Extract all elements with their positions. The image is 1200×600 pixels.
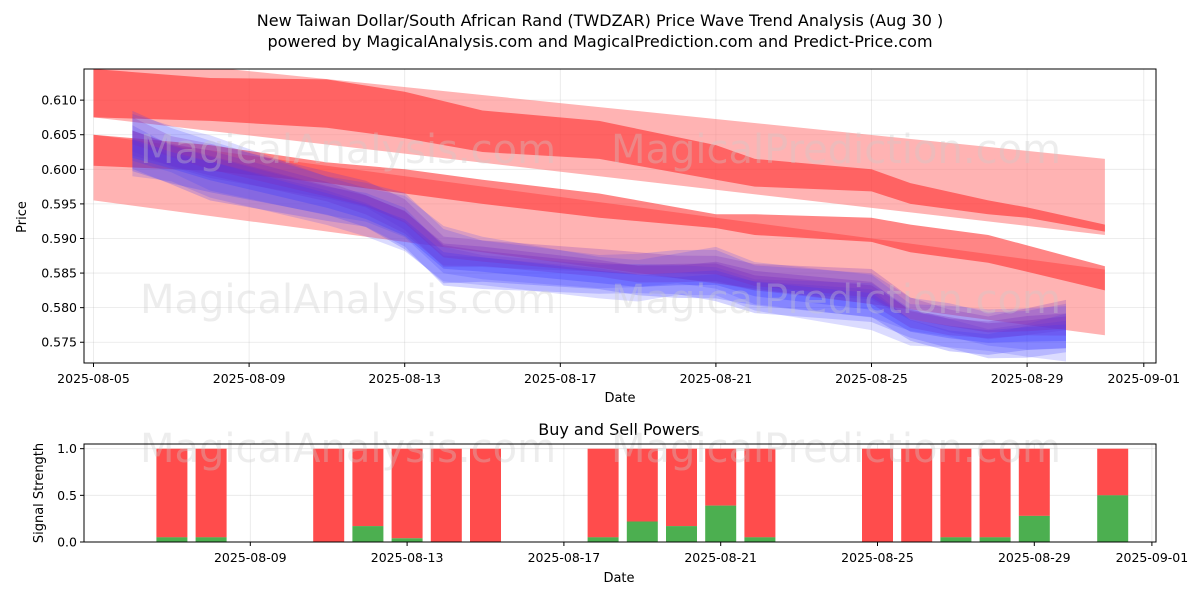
buy-power-bar bbox=[1018, 515, 1050, 542]
lower-trend-core bbox=[93, 134, 1105, 291]
price-wave-7 bbox=[132, 139, 1066, 343]
power-y-tick-label: 0.0 bbox=[57, 535, 77, 550]
power-plot-frame bbox=[83, 443, 1157, 543]
sell-power-bar bbox=[587, 448, 619, 538]
sell-power-bar bbox=[862, 448, 893, 542]
sell-power-bar bbox=[901, 448, 933, 542]
chart-title-line1: New Taiwan Dollar/South African Rand (TW… bbox=[257, 11, 943, 30]
price-x-tick-label: 2025-09-01 bbox=[1107, 371, 1180, 386]
watermark-analysis: MagicalAnalysis.com bbox=[140, 426, 556, 472]
power-chart-title: Buy and Sell Powers bbox=[538, 420, 700, 439]
power-bars bbox=[156, 448, 1129, 542]
buy-power-bar bbox=[156, 537, 188, 542]
power-x-tick-label: 2025-08-17 bbox=[528, 550, 601, 565]
price-y-tick-label: 0.575 bbox=[41, 335, 77, 350]
power-x-axis: 2025-08-09 2025-08-13 2025-08-17 2025-08-21… bbox=[214, 542, 1188, 565]
sell-power-bar bbox=[195, 448, 227, 538]
sell-power-bar bbox=[744, 448, 776, 538]
price-x-tick-label: 2025-08-05 bbox=[57, 371, 130, 386]
price-wave-2 bbox=[132, 110, 1066, 350]
sell-power-bar bbox=[1097, 448, 1129, 496]
upper-trend-core bbox=[93, 69, 1105, 232]
chart-title-line2: powered by MagicalAnalysis.com and Magic… bbox=[267, 32, 932, 51]
sell-power-bar bbox=[156, 448, 188, 538]
price-x-tick-label: 2025-08-09 bbox=[213, 371, 286, 386]
price-y-tick-label: 0.600 bbox=[41, 162, 77, 177]
sell-power-bar bbox=[666, 448, 697, 527]
watermark-prediction: MagicalPrediction.com bbox=[611, 277, 1061, 323]
watermark-prediction: MagicalPrediction.com bbox=[611, 426, 1061, 472]
price-wave-3 bbox=[132, 125, 1066, 359]
watermark-analysis: MagicalAnalysis.com bbox=[140, 127, 556, 173]
price-y-tick-label: 0.580 bbox=[41, 300, 77, 315]
buy-power-bar bbox=[744, 537, 776, 542]
buy-power-bar bbox=[705, 505, 737, 542]
price-x-tick-label: 2025-08-25 bbox=[835, 371, 908, 386]
price-x-tick-label: 2025-08-13 bbox=[368, 371, 441, 386]
sell-power-bar bbox=[391, 448, 423, 539]
price-x-label: Date bbox=[604, 391, 635, 406]
buy-power-bar bbox=[587, 537, 619, 542]
sell-power-bar bbox=[626, 448, 658, 522]
watermark-prediction: MagicalPrediction.com bbox=[611, 127, 1061, 173]
power-x-tick-label: 2025-08-25 bbox=[841, 550, 914, 565]
price-y-tick-label: 0.595 bbox=[41, 196, 77, 211]
price-wave-6 bbox=[132, 130, 1066, 339]
price-wave-1 bbox=[132, 114, 1066, 362]
sell-power-bar bbox=[705, 448, 737, 506]
power-x-tick-label: 2025-08-21 bbox=[684, 550, 757, 565]
price-plot-frame bbox=[83, 68, 1157, 364]
price-y-tick-label: 0.605 bbox=[41, 127, 77, 142]
buy-power-bar bbox=[391, 538, 423, 542]
price-x-tick-label: 2025-08-29 bbox=[991, 371, 1064, 386]
watermark-analysis: MagicalAnalysis.com bbox=[140, 277, 556, 323]
price-y-axis: 0.575 0.580 0.585 0.590 0.595 0.600 0.605 0.610 bbox=[41, 93, 84, 350]
buy-power-bar bbox=[666, 526, 697, 542]
power-y-label: Signal Strength bbox=[32, 443, 47, 543]
sell-power-bar bbox=[352, 448, 384, 527]
power-y-axis: 0.0 0.5 1.0 bbox=[57, 441, 84, 550]
power-x-tick-label: 2025-08-29 bbox=[998, 550, 1071, 565]
power-y-tick-label: 1.0 bbox=[57, 441, 77, 456]
power-x-tick-label: 2025-08-13 bbox=[371, 550, 444, 565]
price-x-tick-label: 2025-08-21 bbox=[680, 371, 753, 386]
sell-power-bar bbox=[313, 448, 345, 542]
price-y-tick-label: 0.590 bbox=[41, 231, 77, 246]
power-y-tick-label: 0.5 bbox=[57, 488, 77, 503]
price-waves bbox=[132, 110, 1066, 362]
power-x-label: Date bbox=[603, 571, 634, 586]
sell-power-bar bbox=[940, 448, 972, 538]
buy-power-bar bbox=[352, 526, 384, 542]
buy-power-bar bbox=[1097, 495, 1129, 542]
trend-bands bbox=[93, 69, 1105, 336]
price-x-axis: 2025-08-05 2025-08-09 2025-08-13 2025-08-17… bbox=[57, 363, 1180, 386]
power-x-tick-label: 2025-09-01 bbox=[1116, 550, 1189, 565]
buy-power-bar bbox=[940, 537, 972, 542]
buy-power-bar bbox=[626, 521, 658, 542]
sell-power-bar bbox=[1018, 448, 1050, 516]
buy-power-bar bbox=[979, 537, 1011, 542]
buy-power-bar bbox=[195, 537, 227, 542]
sell-power-bar bbox=[430, 448, 462, 542]
price-x-tick-label: 2025-08-17 bbox=[524, 371, 597, 386]
price-y-tick-label: 0.610 bbox=[41, 93, 77, 108]
price-y-tick-label: 0.585 bbox=[41, 266, 77, 281]
power-x-tick-label: 2025-08-09 bbox=[214, 550, 287, 565]
sell-power-bar bbox=[979, 448, 1011, 538]
price-y-label: Price bbox=[15, 201, 30, 233]
sell-power-bar bbox=[470, 448, 501, 542]
price-wave-4 bbox=[132, 117, 1066, 340]
price-wave-5 bbox=[132, 139, 1066, 355]
